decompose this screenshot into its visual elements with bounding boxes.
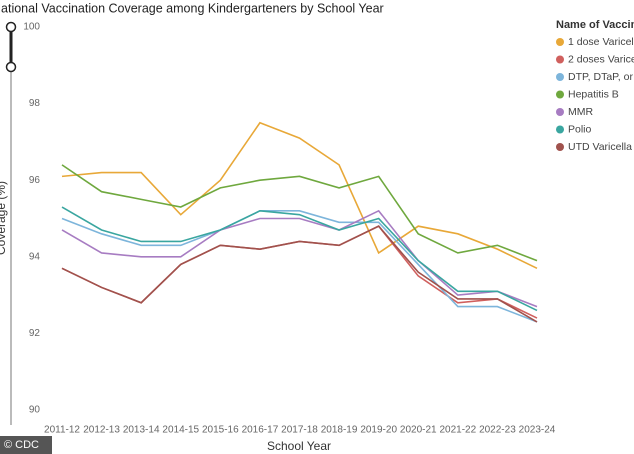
legend-label: DTP, DTaP, or DT xyxy=(568,71,634,83)
legend-marker xyxy=(556,38,564,46)
x-tick-label: 2012-13 xyxy=(83,425,120,436)
series-line xyxy=(61,210,538,323)
legend-label: MMR xyxy=(568,106,593,118)
series-line xyxy=(61,209,538,308)
copyright: © CDC xyxy=(4,439,39,451)
legend-marker xyxy=(556,90,564,99)
copyright-bg xyxy=(0,436,52,454)
x-tick-label: 2023-24 xyxy=(519,425,556,436)
legend-marker xyxy=(556,108,564,116)
x-tick-label: 2020-21 xyxy=(400,425,437,436)
legend-label: Polio xyxy=(568,123,592,135)
x-tick-label: 2021-22 xyxy=(439,425,476,436)
legend-label: UTD Varicella xyxy=(568,141,632,153)
y-tick-label: 100 xyxy=(23,22,40,33)
legend-label: 2 doses Varicella xyxy=(568,53,634,65)
y-tick-label: 96 xyxy=(29,175,41,186)
slider-handle[interactable] xyxy=(5,21,17,33)
series-line xyxy=(61,225,538,323)
x-tick-label: 2011-12 xyxy=(44,425,80,436)
x-tick-label: 2018-19 xyxy=(321,425,358,436)
legend-marker xyxy=(556,73,564,81)
legend-marker xyxy=(556,125,564,134)
series-line xyxy=(61,164,538,262)
x-tick-label: 2013-14 xyxy=(123,425,160,436)
chart-title: National Vaccination Coverage among Kind… xyxy=(0,1,384,15)
legend-label: 1 dose Varicella xyxy=(568,36,634,48)
legend-title: Name of Vaccine xyxy=(556,19,634,31)
y-axis-label: Coverage (%) xyxy=(0,181,8,255)
legend-marker xyxy=(556,143,564,151)
x-tick-label: 2019-20 xyxy=(360,425,397,436)
series-line xyxy=(61,206,538,312)
x-tick-label: 2015-16 xyxy=(202,425,239,436)
x-tick-label: 2022-23 xyxy=(479,425,516,436)
y-tick-label: 94 xyxy=(29,251,41,262)
legend-label: Hepatitis B xyxy=(568,88,619,100)
x-tick-label: 2014-15 xyxy=(162,425,199,436)
x-tick-label: 2017-18 xyxy=(281,425,318,436)
x-axis-label: School Year xyxy=(267,439,331,453)
slider[interactable] xyxy=(5,21,17,428)
y-tick-label: 90 xyxy=(29,405,41,416)
series-line xyxy=(61,121,538,270)
legend-marker xyxy=(556,55,564,64)
slider-handle[interactable] xyxy=(5,61,17,73)
y-tick-label: 92 xyxy=(29,328,41,339)
y-tick-label: 98 xyxy=(29,98,41,109)
x-tick-label: 2016-17 xyxy=(242,425,279,436)
